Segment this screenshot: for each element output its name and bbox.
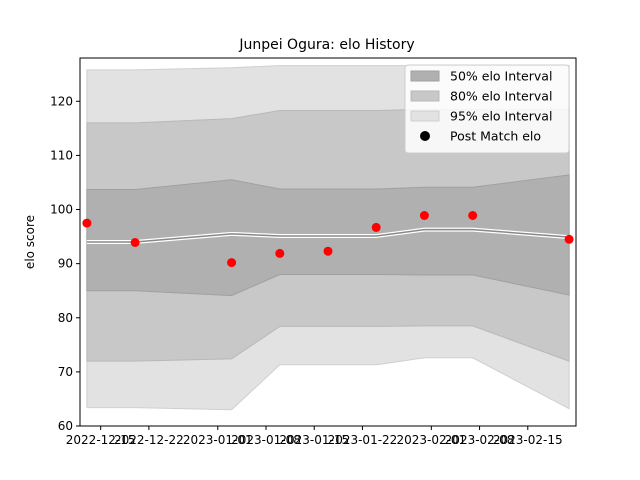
mean-line — [86, 228, 570, 243]
x-tick-label: 2023-01-08 — [231, 433, 301, 447]
legend-box — [404, 64, 570, 154]
post-match-point — [323, 246, 333, 256]
legend: 50% elo Interval 80% elo Interval 95% elo … — [404, 64, 570, 154]
post-match-point — [82, 218, 92, 228]
x-tick-label: 2023-02-15 — [493, 433, 563, 447]
y-axis-ticks: 60 70 80 90 100 110 120 — [50, 94, 80, 433]
legend-entry: 80% elo Interval — [450, 89, 552, 104]
legend-swatch — [410, 90, 440, 102]
post-match-point — [419, 211, 429, 220]
y-tick-label: 80 — [58, 311, 73, 325]
x-tick-label: 2023-02-01 — [396, 433, 466, 447]
mean-lines — [86, 227, 570, 244]
legend-swatch — [410, 110, 440, 122]
post-match-point — [275, 248, 285, 258]
y-tick-label: 90 — [58, 257, 73, 271]
y-tick-label: 70 — [58, 365, 73, 379]
y-tick-label: 120 — [50, 94, 73, 108]
post-match-point — [564, 234, 574, 244]
chart-title: Junpei Ogura: elo History — [238, 37, 414, 53]
x-tick-label: 2023-01-15 — [279, 433, 349, 447]
x-tick-label: 2023-01-22 — [328, 433, 398, 447]
y-tick-label: 60 — [58, 419, 73, 433]
y-axis-label: elo score — [23, 215, 37, 269]
x-tick-label: 2022-12-22 — [114, 433, 184, 447]
y-tick-label: 100 — [50, 203, 73, 217]
x-tick-label: 2023-01-01 — [183, 433, 253, 447]
post-match-points — [82, 211, 574, 268]
post-match-point — [468, 211, 478, 220]
legend-entry: 50% elo Interval — [450, 69, 552, 84]
legend-entry: Post Match elo — [450, 129, 541, 144]
plot-frame — [79, 57, 577, 427]
legend-entry: 95% elo Interval — [450, 109, 552, 124]
post-match-point — [227, 258, 237, 268]
legend-swatch — [410, 70, 440, 82]
x-tick-label: 2022-12-15 — [66, 433, 136, 447]
post-match-point — [130, 238, 140, 247]
legend-marker — [420, 131, 430, 141]
post-match-point — [371, 222, 381, 232]
x-tick-label: 2023-02-08 — [445, 433, 515, 447]
y-tick-label: 110 — [50, 148, 73, 162]
